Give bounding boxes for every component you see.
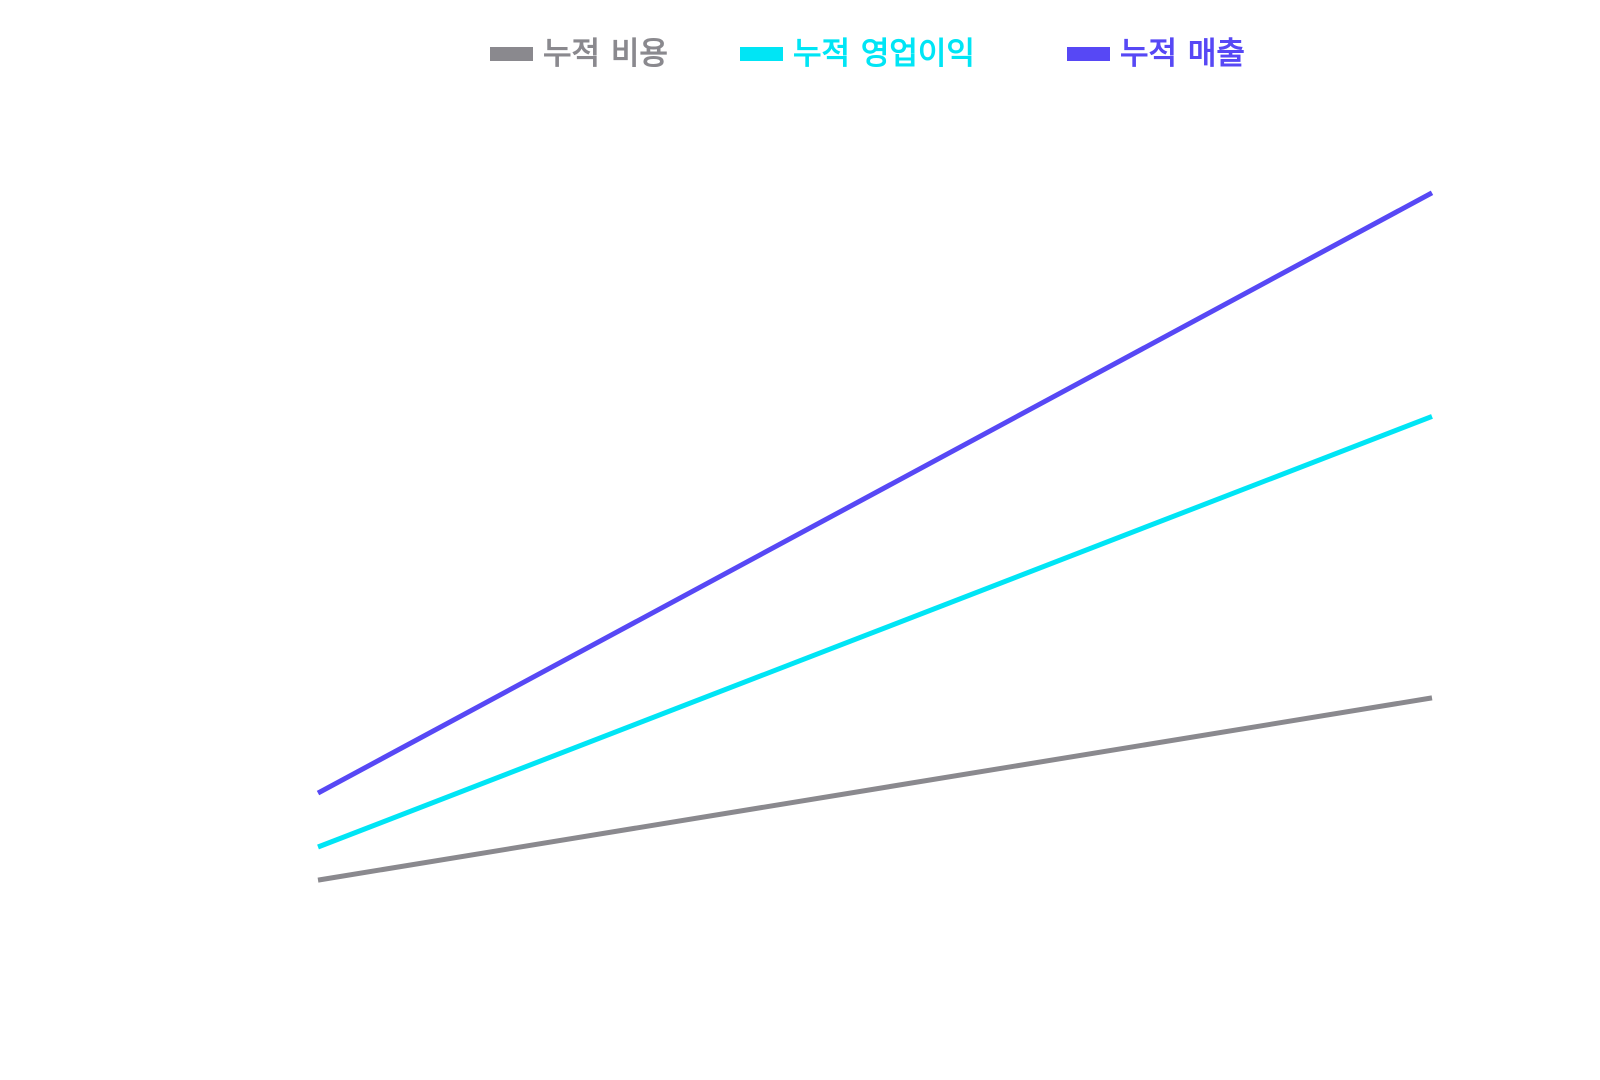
series-layer: [316, 190, 1434, 883]
legend: 누적 비용 누적 영업이익 누적 매출: [0, 30, 1600, 78]
legend-label-cumulative-cost: 누적 비용: [543, 36, 668, 72]
legend-label-cumulative-operating-profit: 누적 영업이익: [793, 36, 975, 72]
legend-item-cumulative-cost[interactable]: 누적 비용: [490, 30, 668, 78]
legend-swatch-cumulative-revenue: [1067, 47, 1110, 61]
series-line-cumulative-operating-profit[interactable]: [317, 414, 1433, 850]
legend-swatch-cumulative-operating-profit: [740, 47, 783, 61]
series-line-cumulative-revenue[interactable]: [316, 190, 1434, 796]
series-line-cumulative-cost[interactable]: [317, 695, 1433, 883]
legend-swatch-cumulative-cost: [490, 47, 533, 61]
legend-item-cumulative-revenue[interactable]: 누적 매출: [1067, 30, 1245, 78]
legend-item-cumulative-operating-profit[interactable]: 누적 영업이익: [740, 30, 975, 78]
legend-label-cumulative-revenue: 누적 매출: [1120, 36, 1245, 72]
